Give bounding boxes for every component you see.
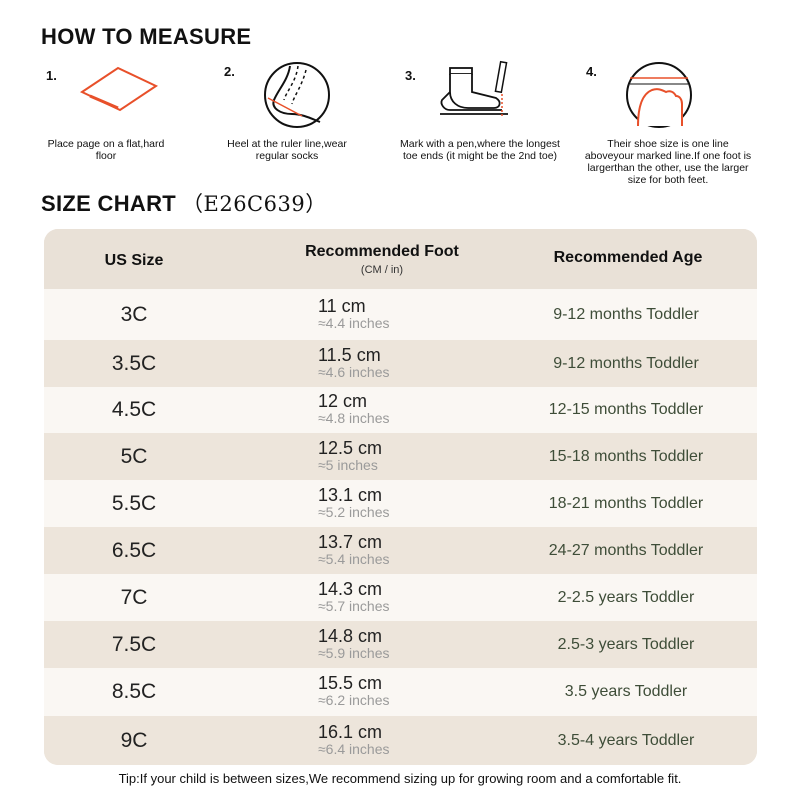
foot-length-cm: 12.5 cm	[318, 437, 383, 458]
foot-length-cm: 16.1 cm	[318, 721, 383, 742]
step-1-text: Place page on a flat,hard floor	[47, 138, 165, 162]
header-recommended-age: Recommended Age	[553, 249, 703, 266]
step-1-number: 1.	[46, 68, 57, 83]
foot-size-line-icon	[626, 62, 692, 128]
foot-length-cell: 11.5 cm ≈4.6 inches	[318, 344, 390, 380]
foot-length-cm: 15.5 cm	[318, 673, 383, 693]
recommended-age-cell: 2.5-3 years Toddler	[557, 635, 695, 653]
recommended-age-cell: 24-27 months Toddler	[548, 541, 704, 559]
us-size-cell: 3C	[120, 302, 148, 326]
recommended-age-cell: 18-21 months Toddler	[548, 494, 704, 512]
us-size-cell: 6.5C	[111, 538, 157, 562]
us-size-cell: 8.5C	[111, 680, 157, 703]
table-row: 9C 16.1 cm ≈6.4 inches 3.5-4 years Toddler	[44, 716, 757, 765]
us-size-cell: 5.5C	[111, 491, 157, 515]
size-chart-code: （E26C639）	[182, 192, 327, 216]
recommended-age-cell: 12-15 months Toddler	[548, 401, 704, 418]
header-us-size: US Size	[104, 252, 164, 269]
table-row: 3.5C 11.5 cm ≈4.6 inches 9-12 months Toddle…	[44, 340, 757, 387]
foot-length-cm: 11 cm	[318, 295, 366, 316]
foot-length-inches: ≈5 inches	[318, 456, 378, 473]
us-size-cell: 4.5C	[111, 398, 157, 421]
sizing-tip: Tip:If your child is between sizes,We re…	[118, 771, 682, 786]
foot-length-cell: 11 cm ≈4.4 inches	[318, 295, 390, 331]
foot-length-inches: ≈6.4 inches	[318, 740, 390, 757]
step-3-text: Mark with a pen,where the longest toe en…	[400, 138, 560, 162]
step-3-number: 3.	[405, 68, 416, 83]
foot-length-cell: 13.1 cm ≈5.2 inches	[318, 484, 390, 520]
size-chart-title: SIZE CHART （E26C639）	[41, 188, 327, 218]
foot-length-inches: ≈4.8 inches	[318, 410, 390, 426]
header-recommended-foot: Recommended Foot (CM / in)	[272, 243, 492, 276]
foot-length-cm: 14.3 cm	[318, 578, 383, 599]
step-2-text: Heel at the ruler line,wear regular sock…	[227, 138, 347, 162]
foot-length-cell: 14.3 cm ≈5.7 inches	[318, 578, 390, 614]
foot-length-inches: ≈5.9 inches	[318, 644, 390, 661]
us-size-cell: 7C	[120, 585, 148, 609]
foot-length-cell: 12.5 cm ≈5 inches	[318, 437, 383, 473]
foot-length-cell: 12 cm ≈4.8 inches	[318, 392, 390, 426]
header-foot-label: Recommended Foot	[305, 243, 459, 260]
recommended-age-cell: 15-18 months Toddler	[548, 447, 704, 465]
foot-length-cm: 11.5 cm	[318, 344, 381, 365]
foot-length-cell: 14.8 cm ≈5.9 inches	[318, 625, 390, 661]
foot-length-inches: ≈5.4 inches	[318, 550, 390, 567]
table-row: 5C 12.5 cm ≈5 inches 15-18 months Toddler	[44, 433, 757, 480]
us-size-cell: 3.5C	[111, 351, 157, 375]
table-header: US Size Recommended Foot (CM / in) Recom…	[44, 229, 757, 289]
foot-length-inches: ≈4.4 inches	[318, 314, 390, 331]
foot-length-cm: 14.8 cm	[318, 625, 383, 646]
step-2-number: 2.	[224, 64, 235, 79]
table-row: 8.5C 15.5 cm ≈6.2 inches 3.5 years Toddler	[44, 668, 757, 716]
foot-length-cm: 12 cm	[318, 391, 368, 411]
size-chart-table: US Size Recommended Foot (CM / in) Recom…	[44, 229, 757, 765]
foot-length-cm: 13.7 cm	[318, 531, 383, 552]
foot-length-cell: 13.7 cm ≈5.4 inches	[318, 531, 390, 567]
size-chart-heading: SIZE CHART	[41, 191, 176, 216]
recommended-age-cell: 9-12 months Toddler	[553, 354, 699, 372]
sock-and-pen-icon	[440, 60, 508, 116]
foot-length-inches: ≈4.6 inches	[318, 363, 390, 380]
foot-length-inches: ≈5.7 inches	[318, 597, 390, 614]
table-row: 7.5C 14.8 cm ≈5.9 inches 2.5-3 years Toddle…	[44, 621, 757, 668]
step-4-number: 4.	[586, 64, 597, 79]
heel-at-ruler-icon	[264, 62, 330, 128]
paper-on-floor-icon	[79, 66, 159, 112]
table-row: 7C 14.3 cm ≈5.7 inches 2-2.5 years Toddler	[44, 574, 757, 621]
foot-length-cm: 13.1 cm	[318, 484, 383, 505]
recommended-age-cell: 3.5-4 years Toddler	[557, 731, 695, 749]
table-row: 5.5C 13.1 cm ≈5.2 inches 18-21 months Toddl…	[44, 480, 757, 527]
how-to-measure-title: HOW TO MEASURE	[41, 24, 252, 49]
recommended-age-cell: 3.5 years Toddler	[564, 683, 688, 700]
foot-length-inches: ≈6.2 inches	[318, 692, 390, 708]
table-row: 4.5C 12 cm ≈4.8 inches 12-15 months Toddler	[44, 387, 757, 433]
foot-length-inches: ≈5.2 inches	[318, 503, 390, 520]
recommended-age-cell: 9-12 months Toddler	[553, 305, 699, 323]
us-size-cell: 9C	[120, 728, 148, 752]
step-4-text: Their shoe size is one line aboveyour ma…	[584, 138, 752, 186]
table-row: 3C 11 cm ≈4.4 inches 9-12 months Toddler	[44, 289, 757, 340]
us-size-cell: 5C	[120, 444, 148, 468]
us-size-cell: 7.5C	[111, 632, 157, 656]
recommended-age-cell: 2-2.5 years Toddler	[557, 588, 695, 606]
foot-length-cell: 16.1 cm ≈6.4 inches	[318, 721, 390, 757]
foot-length-cell: 15.5 cm ≈6.2 inches	[318, 674, 390, 708]
header-foot-unit: (CM / in)	[360, 264, 404, 276]
table-row: 6.5C 13.7 cm ≈5.4 inches 24-27 months Toddl…	[44, 527, 757, 574]
